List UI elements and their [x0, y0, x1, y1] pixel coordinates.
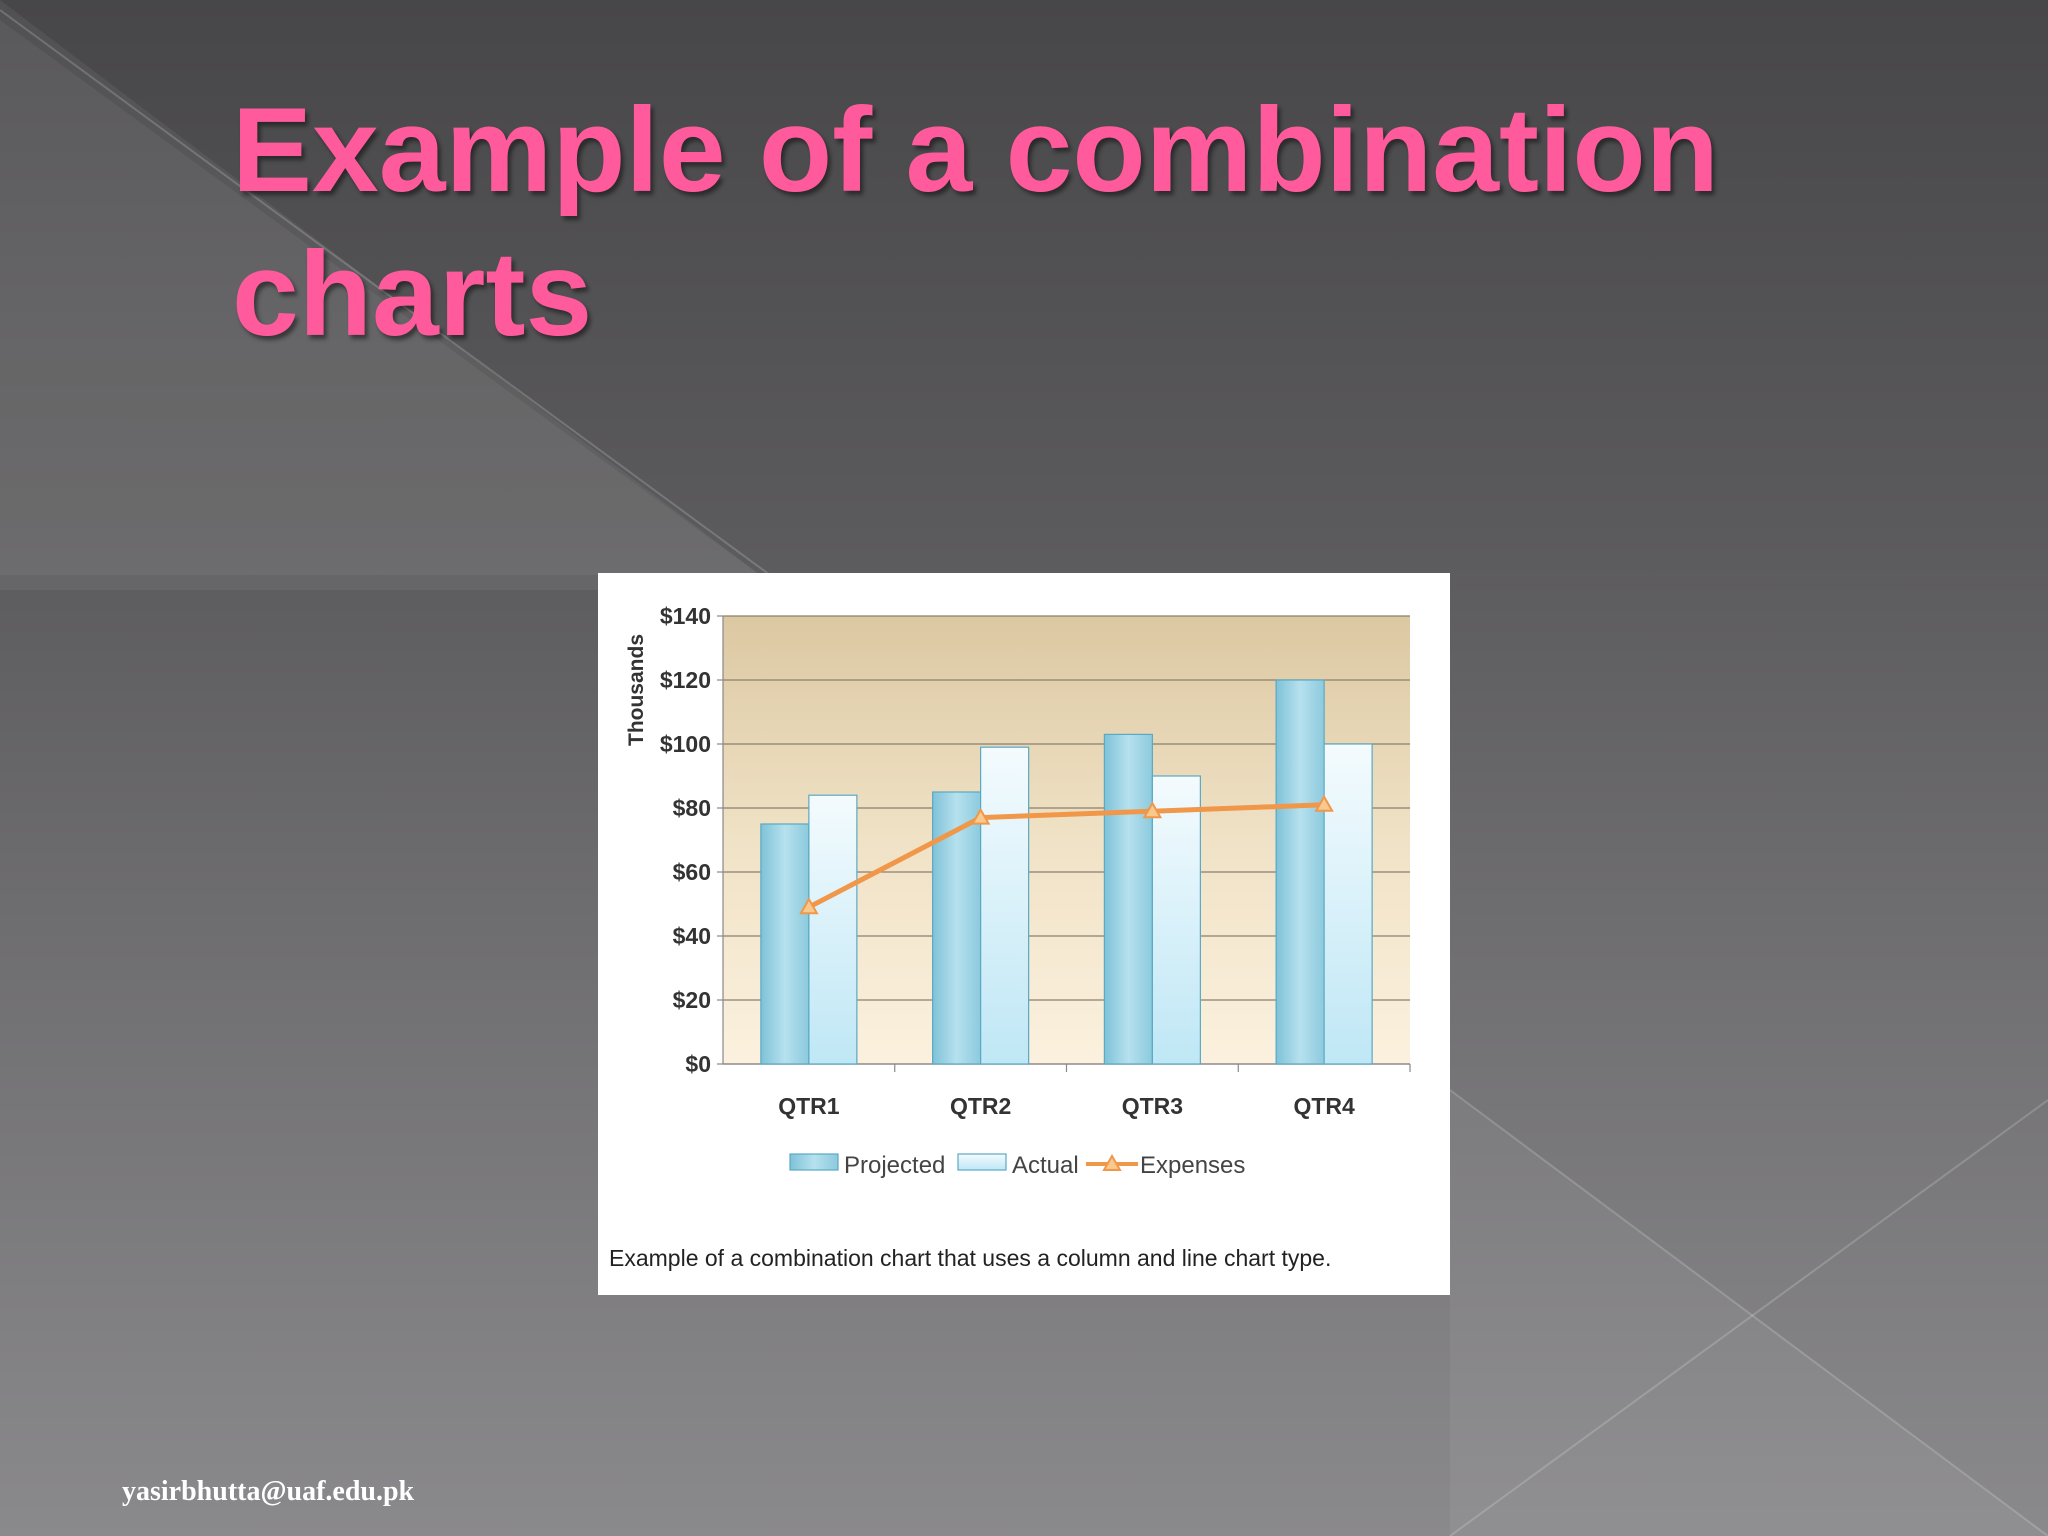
expenses-point-qtr1: [799, 897, 819, 915]
legend-swatch-actual: [957, 1153, 1007, 1171]
y-tick-label: $120: [660, 667, 711, 693]
bar-actual-qtr3: [1151, 775, 1201, 1065]
footer-email: yasirbhutta@uaf.edu.pk: [122, 1476, 415, 1507]
x-tick-label: QTR3: [1122, 1093, 1183, 1119]
bar-projected-qtr1: [760, 823, 810, 1065]
legend-label-projected: Projected: [844, 1152, 945, 1179]
expenses-point-qtr4: [1314, 794, 1334, 812]
y-tick-label: $80: [673, 795, 711, 821]
expenses-point-qtr2: [970, 807, 991, 825]
expenses-line: [807, 802, 1325, 910]
legend-label-expenses: Expenses: [1140, 1152, 1245, 1179]
legend-swatch-projected: [789, 1153, 839, 1171]
y-tick-label: $0: [685, 1051, 711, 1077]
y-axis-title: Thousands: [625, 634, 648, 746]
bar-projected-qtr4: [1275, 679, 1325, 1065]
y-tick-label: $60: [673, 859, 711, 885]
y-tick-label: $40: [673, 923, 711, 949]
y-tick-label: $100: [660, 731, 711, 757]
legend: Projected Actual Expenses: [789, 1152, 1245, 1179]
bar-actual-qtr2: [980, 746, 1030, 1065]
bar-actual-qtr1: [808, 794, 858, 1065]
expenses-point-qtr3: [1142, 801, 1163, 819]
bar-projected-qtr3: [1103, 733, 1153, 1065]
bar-actual-qtr4: [1323, 743, 1373, 1065]
x-tick-label: QTR4: [1293, 1093, 1355, 1119]
y-tick-label: $140: [660, 603, 711, 629]
slide-title: Example of a combination charts: [232, 83, 1719, 361]
legend-marker-expenses: [1102, 1153, 1122, 1171]
chart-card: $0 $20 $40 $60 $80 $100 $120 $140 QTR1 QTR2 QTR3 Q…: [598, 573, 1450, 1295]
legend-label-actual: Actual: [1012, 1152, 1079, 1179]
chart-caption: Example of a combination chart that uses…: [609, 1245, 1332, 1271]
x-tick-label: QTR1: [778, 1093, 840, 1119]
combination-chart: $0 $20 $40 $60 $80 $100 $120 $140 QTR1 QTR2 QTR3 Q…: [625, 603, 1411, 1179]
x-tick-label: QTR2: [950, 1093, 1011, 1119]
y-tick-label: $20: [673, 987, 711, 1013]
